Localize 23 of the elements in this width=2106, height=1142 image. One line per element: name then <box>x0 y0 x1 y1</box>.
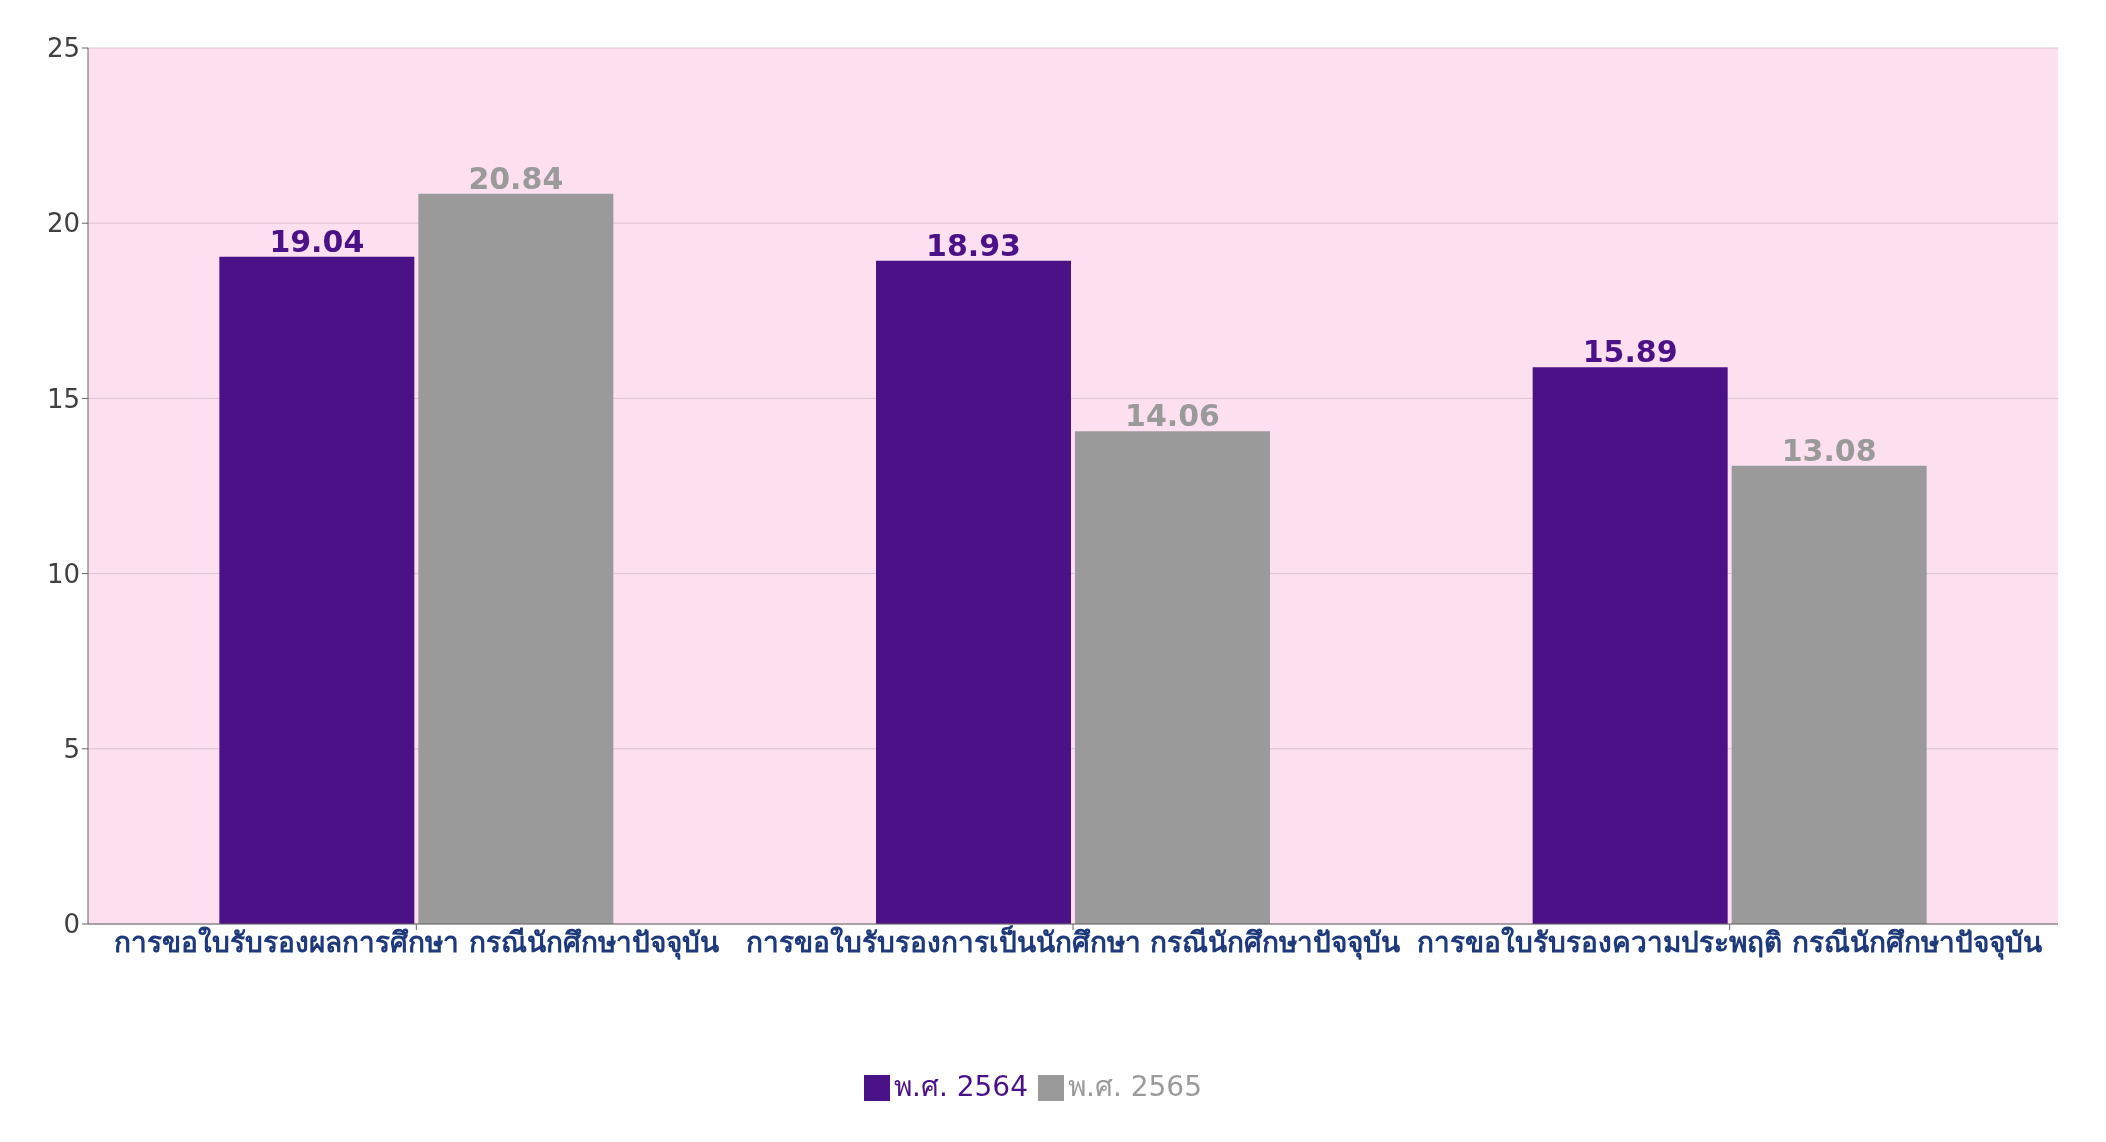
legend-label: พ.ศ. 2564 <box>894 1070 1028 1103</box>
data-label: 18.93 <box>926 227 1021 263</box>
data-label: 19.04 <box>269 223 365 259</box>
bar <box>1075 431 1270 924</box>
y-tick-label: 10 <box>46 558 80 589</box>
legend-label: พ.ศ. 2565 <box>1068 1070 1202 1103</box>
y-tick-label: 25 <box>46 33 80 64</box>
y-tick-label: 5 <box>63 734 80 765</box>
data-label: 20.84 <box>468 160 564 196</box>
data-label: 14.06 <box>1125 398 1220 434</box>
x-tick-label: การขอใบรับรองการเป็นนักศึกษา กรณีนักศึกษาปัจจุบัน <box>745 924 1401 960</box>
bar <box>418 193 614 924</box>
bar <box>876 260 1071 924</box>
y-tick-label: 20 <box>46 208 80 239</box>
y-tick-label: 0 <box>63 909 80 940</box>
x-tick-label: การขอใบรับรองความประพฤติ กรณีนักศึกษาปัจจุบัน <box>1417 925 2043 960</box>
x-tick-label: การขอใบรับรองผลการศึกษา กรณีนักศึกษาปัจจุบัน <box>113 925 719 960</box>
bar <box>1532 367 1728 924</box>
data-label: 13.08 <box>1781 432 1877 468</box>
data-label: 15.89 <box>1582 334 1678 370</box>
bar <box>1731 465 1927 924</box>
y-tick-label: 15 <box>46 383 80 414</box>
bar <box>219 256 415 924</box>
